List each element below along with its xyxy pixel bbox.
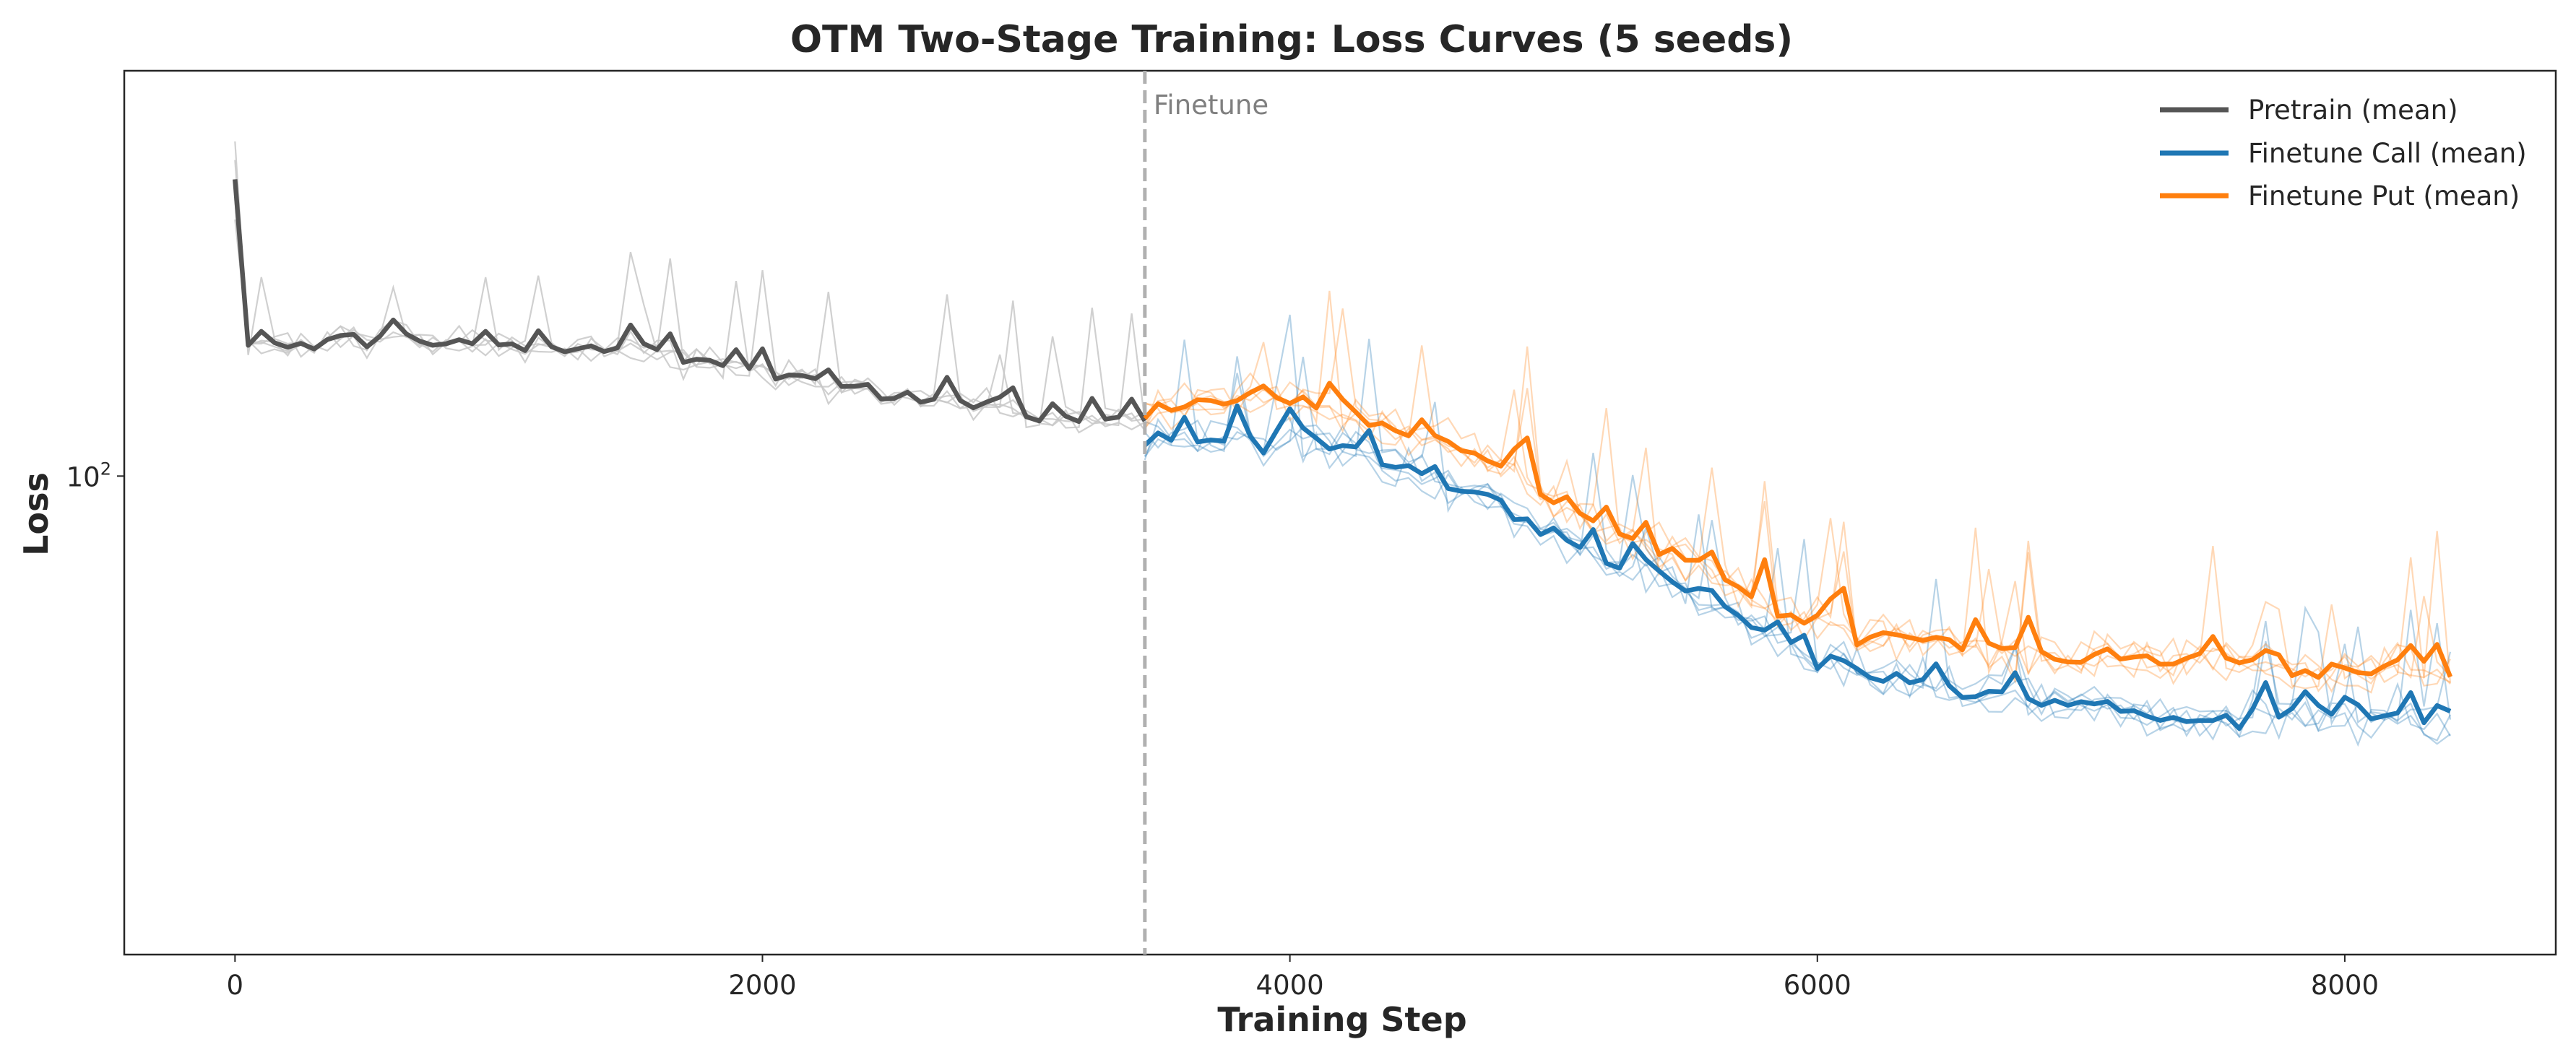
plot-area: 0 2000 4000 6000 8000 102 Finetune (66, 69, 2557, 1001)
x-tick-label: 4000 (1256, 970, 1324, 1001)
legend-label-call: Finetune Call (mean) (2248, 138, 2527, 169)
x-tick-label: 8000 (2311, 970, 2379, 1001)
x-tick-label: 0 (227, 970, 244, 1001)
pretrain-seed-line (234, 199, 1146, 430)
legend-label-pretrain: Pretrain (mean) (2248, 95, 2458, 126)
y-tick-label: 102 (66, 459, 111, 492)
call-seed-line (1144, 339, 2452, 738)
legend: Pretrain (mean) Finetune Call (mean) Fin… (2160, 95, 2527, 212)
put-seed-line (1144, 346, 2451, 692)
call-mean-line (1143, 403, 2452, 731)
put-mean-line (1143, 381, 2453, 680)
y-axis-label: Loss (17, 472, 56, 556)
finetune-annotation: Finetune (1154, 90, 1268, 121)
chart-title: OTM Two-Stage Training: Loss Curves (5 s… (790, 18, 1793, 61)
x-tick-label: 2000 (728, 970, 796, 1001)
x-axis-label: Training Step (1217, 1000, 1466, 1039)
pretrain-mean-line (233, 179, 1147, 425)
x-tick-label: 6000 (1784, 970, 1851, 1001)
legend-label-put: Finetune Put (mean) (2248, 181, 2520, 212)
plot-frame (123, 69, 2557, 956)
